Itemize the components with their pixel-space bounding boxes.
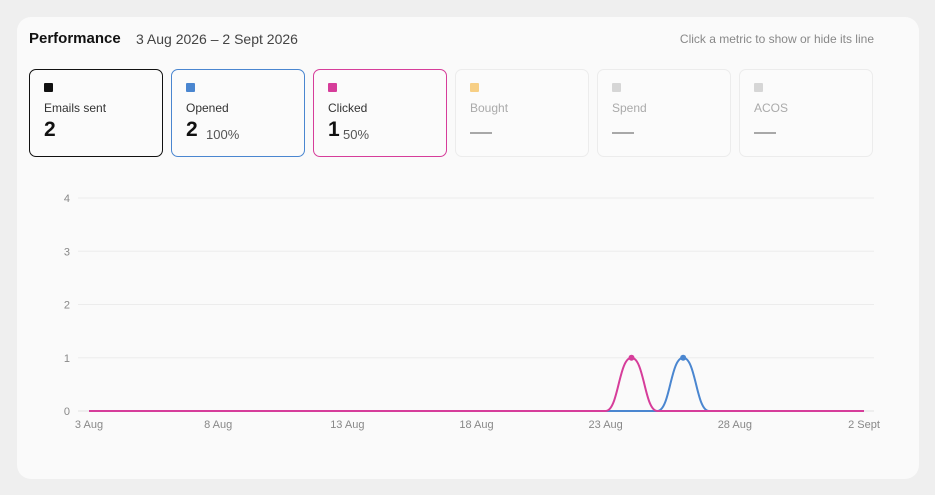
x-tick-label: 13 Aug <box>330 419 364 431</box>
data-point <box>628 354 635 361</box>
metric-label: Bought <box>470 101 509 115</box>
swatch-icon <box>754 83 763 92</box>
metric-label: ACOS <box>754 101 789 115</box>
date-range: 3 Aug 2026 – 2 Sept 2026 <box>136 31 298 47</box>
y-tick-label: 3 <box>64 246 70 258</box>
hint-text: Click a metric to show or hide its line <box>679 32 874 46</box>
x-tick-label: 3 Aug <box>75 419 103 431</box>
metric-card-opened[interactable]: Opened 2 100% <box>171 69 305 157</box>
metric-value: 2 <box>44 118 56 141</box>
series-line <box>88 356 864 412</box>
metric-empty-value <box>754 132 776 134</box>
x-tick-label: 18 Aug <box>459 419 493 431</box>
card-header: Performance 3 Aug 2026 – 2 Sept 2026 Cli… <box>29 30 874 50</box>
metric-card-bought[interactable]: Bought <box>455 69 589 157</box>
swatch-icon <box>328 83 337 92</box>
x-tick-label: 2 Sept <box>848 419 880 431</box>
metric-card-acos[interactable]: ACOS <box>739 69 873 157</box>
metric-label: Emails sent <box>44 101 107 115</box>
metric-label: Clicked <box>328 101 368 115</box>
metric-percent: 100% <box>206 127 240 142</box>
metric-value: 2 <box>186 118 198 141</box>
swatch-icon <box>612 83 621 92</box>
metric-label: Opened <box>186 101 229 115</box>
swatch-icon <box>44 83 53 92</box>
y-tick-label: 1 <box>64 353 70 365</box>
page-title: Performance <box>29 30 121 47</box>
metric-label: Spend <box>612 101 647 115</box>
series-line <box>88 356 864 412</box>
metric-empty-value <box>470 132 492 134</box>
swatch-icon <box>470 83 479 92</box>
metric-card-clicked[interactable]: Clicked 1 50% <box>313 69 447 157</box>
x-tick-label: 28 Aug <box>718 419 752 431</box>
swatch-icon <box>186 83 195 92</box>
x-tick-label: 23 Aug <box>589 419 623 431</box>
metric-card-emails-sent[interactable]: Emails sent 2 <box>29 69 163 157</box>
x-tick-label: 8 Aug <box>204 419 232 431</box>
y-tick-label: 4 <box>64 193 70 205</box>
y-tick-label: 0 <box>64 406 70 418</box>
metric-empty-value <box>612 132 634 134</box>
metric-cards: Emails sent 2 Opened 2 100% Clicked 1 50… <box>29 69 874 157</box>
metric-card-spend[interactable]: Spend <box>597 69 731 157</box>
data-point <box>680 354 687 361</box>
metric-percent: 50% <box>343 127 370 142</box>
y-tick-label: 2 <box>64 300 70 312</box>
metric-value: 1 <box>328 118 340 141</box>
